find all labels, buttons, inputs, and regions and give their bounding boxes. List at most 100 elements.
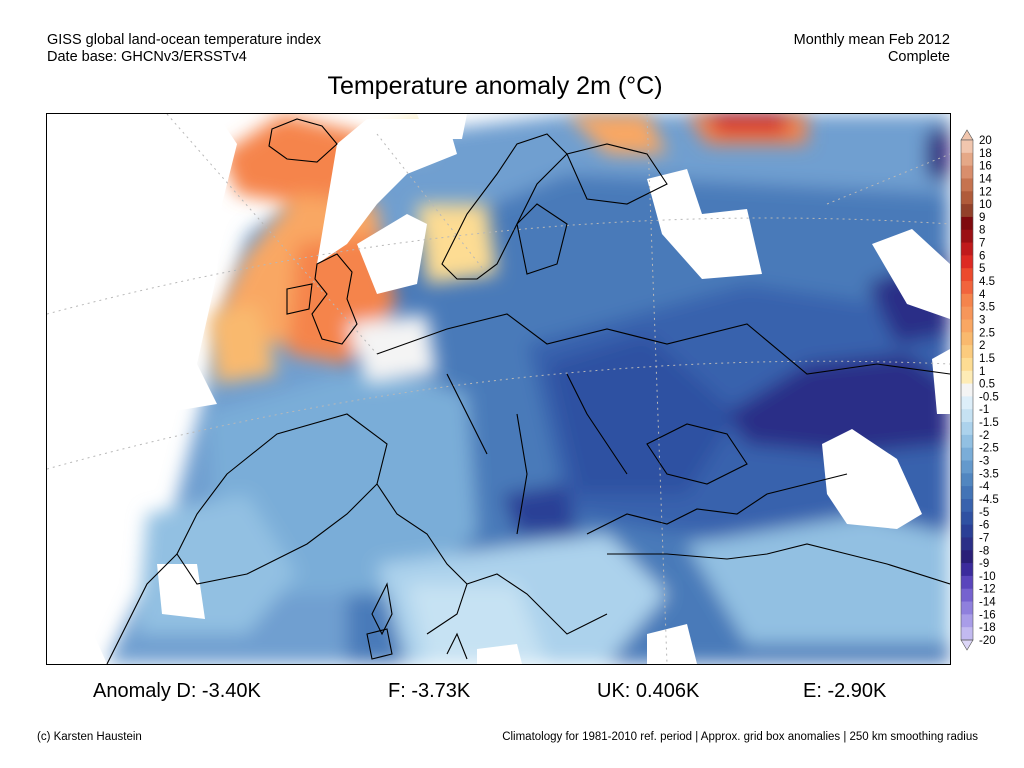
stat-anomaly-d: Anomaly D: -3.40K [93,680,261,702]
legend-label: 12 [979,186,992,198]
legend-label: -1 [979,404,989,416]
legend-label: 18 [979,148,992,160]
legend-swatch [961,473,973,487]
header-right: Monthly mean Feb 2012 Complete [794,32,950,66]
legend-swatch [961,447,973,462]
legend-swatch [961,434,973,449]
legend-swatch [961,524,973,538]
completeness-label: Complete [887,49,950,65]
legend-label: -20 [979,635,996,647]
legend-swatch [961,588,973,603]
stat-anomaly-uk: UK: 0.406K [597,680,700,702]
legend-swatch [961,498,973,513]
legend-label: -3.5 [979,468,999,480]
legend-swatch [961,268,973,282]
legend-label: -16 [979,609,996,621]
climatology-note: Climatology for 1981-2010 ref. period | … [502,731,978,743]
missing-data-areas [47,114,950,664]
legend-swatch [961,575,973,590]
legend-label: 7 [979,238,985,250]
legend-label: 6 [979,250,985,262]
legend-swatch [961,229,973,244]
legend-label: -3 [979,456,989,468]
legend-swatch [961,293,973,308]
legend-label: 8 [979,225,985,237]
legend-swatch [961,204,973,218]
legend-swatch [961,345,973,359]
legend-swatch [961,627,973,641]
legend-swatch [961,614,973,628]
legend-label: -6 [979,520,989,532]
legend-label: 1 [979,366,985,378]
legend-swatch [961,178,973,192]
legend-label: 9 [979,212,985,224]
legend-label: -2.5 [979,443,999,455]
dataset-title: GISS global land-ocean temperature index [47,32,322,48]
anomaly-map [46,113,951,665]
legend-swatch [961,191,973,205]
legend-swatch [961,357,973,372]
legend-label: 0.5 [979,379,995,391]
legend-swatch [961,242,973,256]
legend-swatch [961,486,973,500]
legend-label: -4 [979,481,990,493]
header-left: GISS global land-ocean temperature index… [47,32,321,66]
legend-swatch [961,281,973,295]
color-legend: 20 18 16 14 12 10 9 8 7 6 5 4.5 4 3.5 3 2.5 2 1.5 1 0.5 -0.5… [958,128,1018,653]
period-label: Monthly mean Feb 2012 [793,32,950,48]
legend-label: 10 [979,199,992,211]
legend-label: -12 [979,584,996,596]
legend-swatch [961,216,973,231]
graticule [47,114,950,664]
legend-label: 3.5 [979,302,995,314]
legend-swatch [961,563,973,577]
legend-swatch [961,383,973,397]
legend-label: -10 [979,571,996,583]
legend-label: 4.5 [979,276,995,288]
legend-label: 16 [979,161,992,173]
legend-arrow-top [960,129,974,141]
legend-swatch [961,537,973,551]
anomaly-field [107,114,950,664]
legend-label: -7 [979,532,989,544]
legend-swatch [961,460,973,474]
stat-anomaly-f: F: -3.73K [388,680,471,702]
legend-swatch [961,306,973,320]
anomaly-map-canvas [47,114,950,664]
legend-swatch [961,332,973,346]
legend-label: 14 [979,173,992,185]
legend-label: 2.5 [979,327,995,339]
color-legend-bar: 201816141210987654.543.532.521.510.5-0.5… [960,129,999,651]
legend-label: -4.5 [979,494,999,506]
legend-label: -2 [979,430,989,442]
map-title: Temperature anomaly 2m (°C) [327,72,663,100]
legend-swatch [961,396,973,410]
coastlines [106,118,950,664]
legend-swatch [961,255,973,269]
legend-swatch [961,422,973,436]
legend-swatch [961,370,973,385]
legend-label: 1.5 [979,353,995,365]
legend-label: -0.5 [979,391,999,403]
legend-swatch [961,165,973,179]
legend-label: 2 [979,340,985,352]
legend-swatch [961,601,973,615]
legend-label: 5 [979,263,985,275]
legend-swatch [961,152,973,167]
legend-swatch [961,319,973,333]
stat-anomaly-e: E: -2.90K [803,680,887,702]
legend-arrow-bottom [960,639,974,651]
legend-label: -9 [979,558,989,570]
legend-swatch [961,409,973,423]
data-base-label: Date base: GHCNv3/ERSSTv4 [47,49,247,65]
legend-label: -14 [979,597,996,609]
legend-frame [960,139,974,641]
legend-swatch [961,550,973,564]
legend-label: -5 [979,507,989,519]
legend-label: -18 [979,622,996,634]
legend-label: 4 [979,289,986,301]
legend-swatch [961,511,973,526]
legend-label: -1.5 [979,417,999,429]
copyright-label: (c) Karsten Haustein [37,731,142,743]
legend-label: 3 [979,314,985,326]
